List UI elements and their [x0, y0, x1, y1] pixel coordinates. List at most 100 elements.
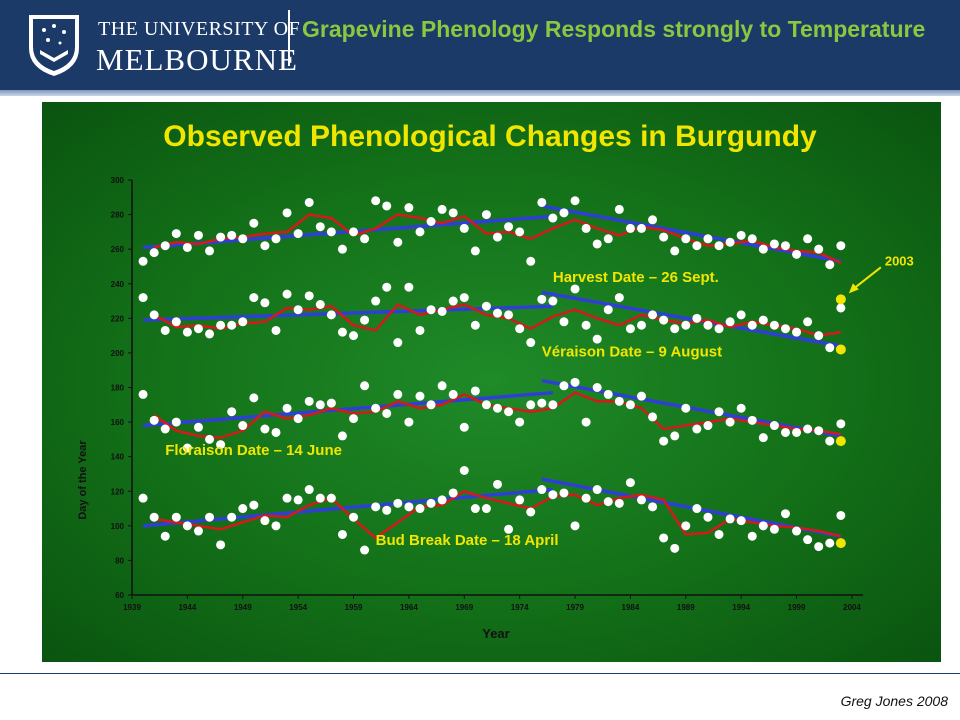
data-point: [448, 208, 458, 218]
data-point: [670, 246, 680, 256]
data-point: [769, 421, 779, 431]
data-point: [581, 223, 591, 233]
data-point: [404, 502, 414, 512]
y-tick-label: 220: [111, 314, 125, 323]
data-point: [681, 320, 691, 330]
data-point: [326, 227, 336, 237]
data-point: [193, 324, 203, 334]
data-point: [758, 433, 768, 443]
data-point: [670, 431, 680, 441]
data-point: [780, 324, 790, 334]
data-point: [792, 427, 802, 437]
series-label: Véraison Date – 9 August: [542, 343, 722, 360]
data-point: [238, 234, 248, 244]
data-point: [803, 317, 813, 327]
data-point: [149, 310, 159, 320]
data-point: [725, 417, 735, 427]
y-tick-label: 200: [111, 349, 125, 358]
data-point: [526, 507, 536, 517]
data-point: [703, 234, 713, 244]
trend-line: [541, 290, 842, 348]
data-point: [493, 232, 502, 242]
data-point: [426, 498, 436, 508]
data-point: [481, 210, 491, 220]
y-tick-label: 240: [111, 280, 125, 289]
data-point: [415, 504, 425, 514]
x-tick-label: 1974: [511, 603, 529, 612]
y-tick-label: 160: [111, 418, 125, 427]
x-tick-label: 1984: [622, 603, 640, 612]
data-point: [138, 256, 148, 266]
data-point: [703, 421, 713, 431]
data-point: [570, 284, 580, 294]
data-point: [526, 256, 536, 266]
data-point: [636, 223, 646, 233]
data-point: [481, 504, 491, 514]
data-point: [792, 249, 802, 259]
data-point: [470, 386, 480, 396]
data-point: [249, 218, 259, 228]
y-tick-label: 180: [111, 384, 125, 393]
x-tick-label: 1964: [400, 603, 418, 612]
y-tick-label: 280: [111, 211, 125, 220]
data-point: [714, 241, 724, 251]
data-point-2003: [835, 294, 846, 305]
data-point: [371, 403, 381, 413]
data-point: [603, 234, 613, 244]
data-point: [216, 320, 226, 330]
y-tick-label: 80: [115, 556, 124, 565]
data-point: [371, 502, 381, 512]
header-bar: THE UNIVERSITY OF MELBOURNE Grapevine Ph…: [0, 0, 960, 90]
data-point: [758, 244, 768, 254]
data-point: [315, 400, 325, 410]
data-point: [659, 533, 669, 543]
data-point: [249, 293, 259, 303]
data-point: [659, 315, 669, 325]
data-point: [515, 324, 525, 334]
data-point: [803, 424, 813, 434]
data-point: [415, 325, 425, 335]
data-point: [625, 324, 635, 334]
data-point: [504, 407, 514, 417]
y-tick-label: 60: [115, 591, 124, 600]
university-crest-icon: [29, 15, 79, 76]
trend-line: [142, 487, 554, 528]
data-point: [149, 415, 159, 425]
data-point: [581, 320, 591, 330]
data-point: [249, 500, 259, 510]
header-divider: [288, 10, 290, 66]
x-tick-label: 1994: [732, 603, 750, 612]
data-point: [504, 524, 514, 534]
data-point: [360, 545, 370, 555]
data-point: [459, 422, 469, 432]
data-point: [470, 504, 480, 514]
data-point: [559, 381, 569, 391]
data-point: [504, 310, 514, 320]
data-point: [625, 400, 635, 410]
data-point: [703, 320, 713, 330]
data-point: [559, 208, 569, 218]
data-point: [659, 232, 669, 242]
data-point: [448, 488, 458, 498]
data-point-2003: [835, 436, 846, 447]
data-point: [703, 512, 713, 522]
data-point: [182, 521, 192, 531]
data-point: [592, 239, 602, 249]
data-point: [216, 440, 226, 450]
data-point: [736, 403, 746, 413]
data-point-2003: [835, 538, 846, 549]
data-point: [758, 315, 768, 325]
university-logo[interactable]: THE UNIVERSITY OF MELBOURNE: [24, 10, 300, 80]
data-point: [349, 227, 359, 237]
data-point: [171, 229, 181, 239]
x-tick-label: 1989: [677, 603, 695, 612]
data-point: [481, 301, 491, 311]
data-point: [792, 327, 802, 337]
data-point: [581, 493, 591, 503]
data-point: [515, 227, 525, 237]
data-point: [304, 396, 314, 406]
series-label: Bud Break Date – 18 April: [376, 532, 559, 549]
data-point: [714, 529, 724, 539]
data-point: [470, 320, 480, 330]
data-point: [769, 524, 779, 534]
